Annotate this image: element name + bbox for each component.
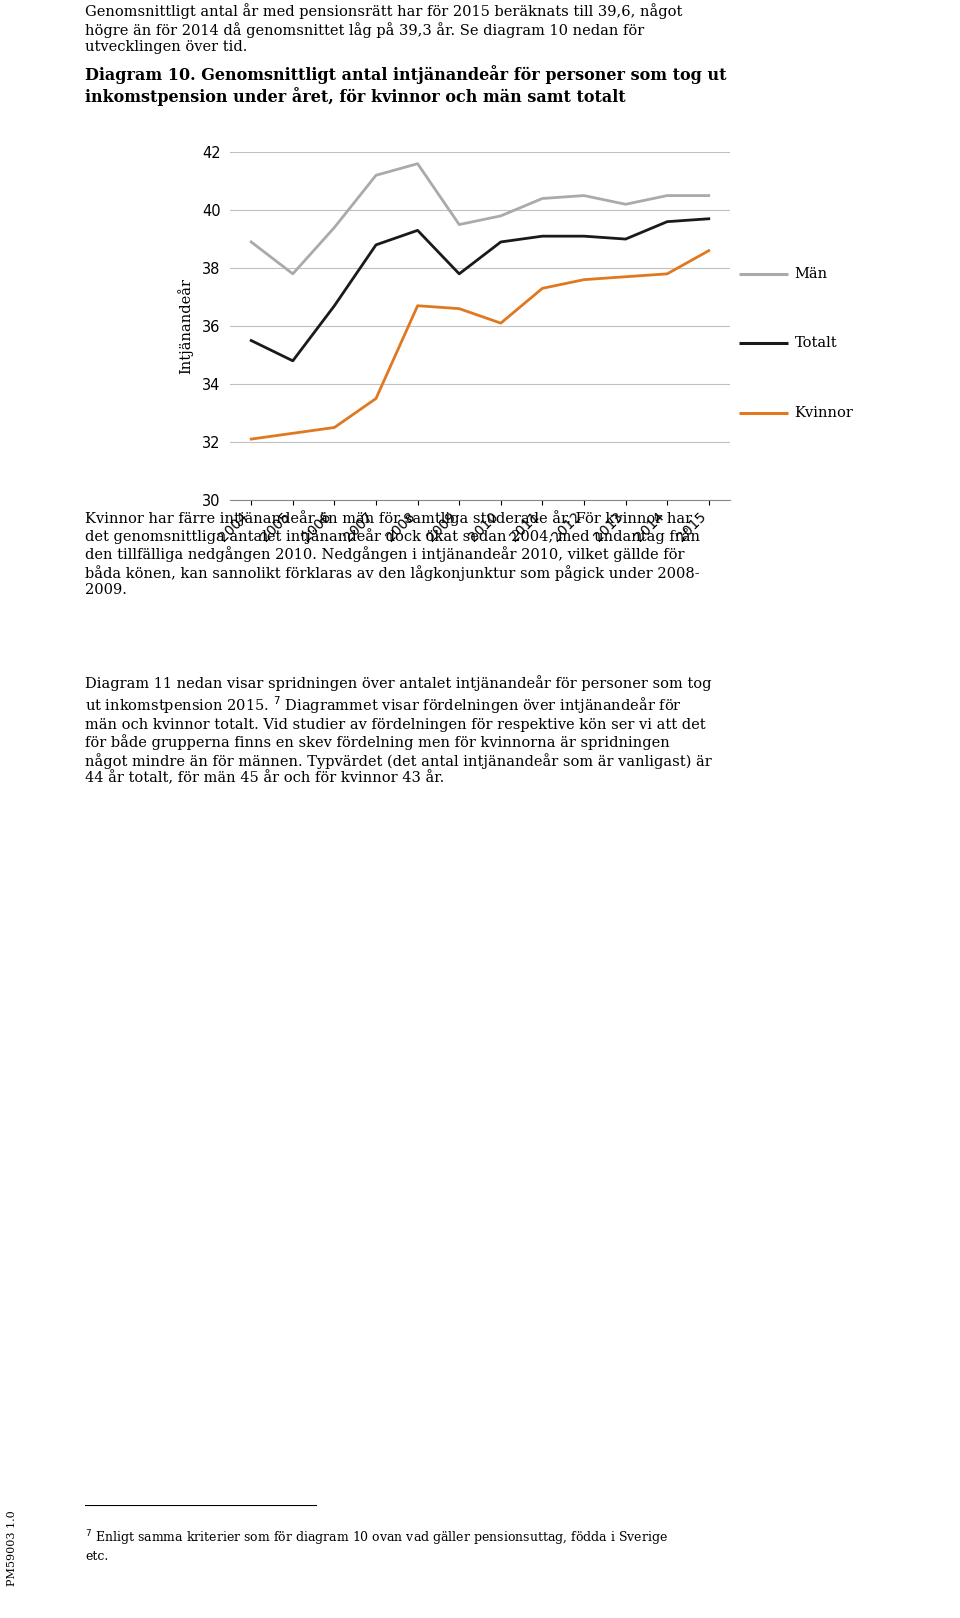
Text: Kvinnor har färre intjänandeår än män för samtliga studerade år. För kvinnor har: Kvinnor har färre intjänandeår än män fö… xyxy=(85,510,701,597)
Text: Diagram 11 nedan visar spridningen över antalet intjänandeår för personer som to: Diagram 11 nedan visar spridningen över … xyxy=(85,675,712,786)
Text: Genomsnittligt antal år med pensionsrätt har för 2015 beräknats till 39,6, något: Genomsnittligt antal år med pensionsrätt… xyxy=(85,3,683,53)
Text: Totalt: Totalt xyxy=(795,337,837,351)
Text: Diagram 10. Genomsnittligt antal intjänandeår för personer som tog ut
inkomstpen: Diagram 10. Genomsnittligt antal intjäna… xyxy=(85,65,727,105)
Text: PM59003 1.0: PM59003 1.0 xyxy=(7,1510,16,1586)
Text: Kvinnor: Kvinnor xyxy=(795,406,853,421)
Y-axis label: Intjänandeår: Intjänandeår xyxy=(178,278,194,374)
Text: $^7$ Enligt samma kriterier som för diagram 10 ovan vad gäller pensionsuttag, fö: $^7$ Enligt samma kriterier som för diag… xyxy=(85,1529,668,1563)
Text: Män: Män xyxy=(795,267,828,282)
